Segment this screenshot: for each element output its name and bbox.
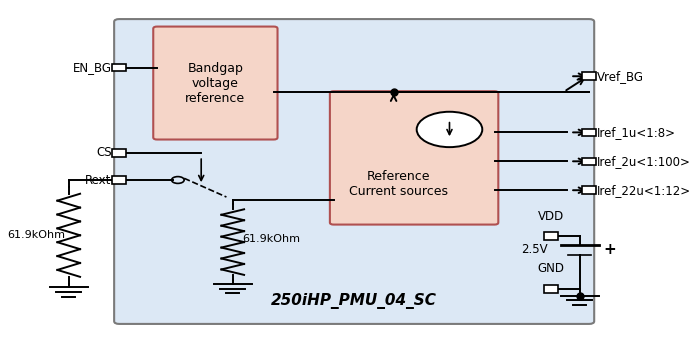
Text: Iref_22u<1:12>: Iref_22u<1:12>: [596, 184, 691, 197]
Text: Rext: Rext: [85, 174, 111, 187]
Bar: [112, 149, 126, 156]
Bar: [582, 129, 596, 136]
Text: CS: CS: [96, 146, 111, 159]
Text: VDD: VDD: [538, 210, 564, 223]
Text: Iref_2u<1:100>: Iref_2u<1:100>: [596, 155, 691, 168]
Bar: [582, 187, 596, 194]
Bar: [112, 64, 126, 71]
Bar: [112, 176, 126, 184]
FancyBboxPatch shape: [114, 19, 594, 324]
Bar: [545, 233, 558, 240]
Text: 61.9kOhm: 61.9kOhm: [8, 230, 66, 240]
Text: +: +: [603, 242, 617, 257]
Text: GND: GND: [538, 262, 565, 275]
Circle shape: [416, 112, 482, 147]
Bar: [582, 72, 596, 80]
Text: Bandgap
voltage
reference: Bandgap voltage reference: [186, 61, 246, 105]
Bar: [582, 157, 596, 165]
FancyBboxPatch shape: [153, 26, 277, 140]
Text: 2.5V: 2.5V: [522, 243, 548, 256]
Text: EN_BG: EN_BG: [73, 61, 111, 74]
Text: Iref_1u<1:8>: Iref_1u<1:8>: [596, 126, 676, 139]
Text: Reference
Current sources: Reference Current sources: [349, 170, 447, 198]
FancyBboxPatch shape: [330, 91, 498, 225]
Text: Vref_BG: Vref_BG: [596, 70, 644, 83]
Text: 61.9kOhm: 61.9kOhm: [242, 234, 300, 244]
Text: 250iHP_PMU_04_SC: 250iHP_PMU_04_SC: [271, 293, 438, 309]
Bar: [545, 285, 558, 293]
